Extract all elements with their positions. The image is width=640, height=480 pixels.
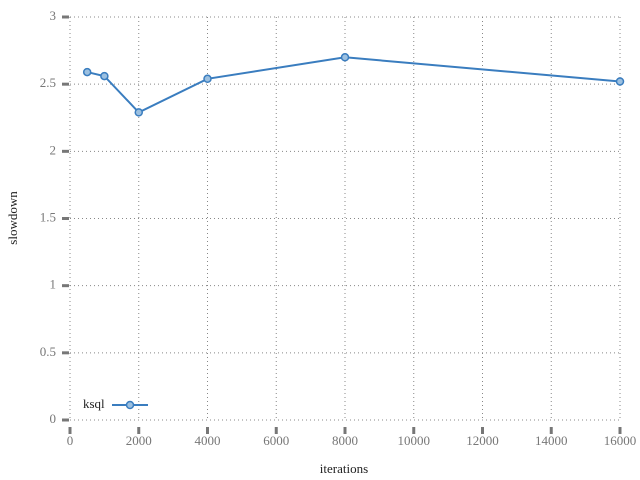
series-line — [86, 56, 621, 114]
legend-label: ksql — [83, 396, 105, 411]
data-point — [203, 74, 212, 84]
x-tick-label: 8000 — [332, 433, 358, 448]
x-tick-label: 2000 — [126, 433, 152, 448]
x-tick-label: 6000 — [263, 433, 289, 448]
legend-marker — [125, 400, 135, 410]
x-tick-label: 16000 — [604, 433, 637, 448]
x-tick-label: 4000 — [195, 433, 221, 448]
data-point — [134, 108, 143, 117]
x-axis-title: iterations — [320, 461, 368, 476]
x-tick-label: 10000 — [398, 433, 431, 448]
y-tick-label: 1.5 — [40, 209, 56, 224]
x-tick-label: 0 — [67, 433, 74, 448]
data-point — [100, 71, 109, 81]
y-tick-label: 0 — [50, 411, 57, 426]
x-tick-label: 14000 — [535, 433, 568, 448]
y-tick-label: 2.5 — [40, 75, 56, 90]
y-tick-label: 3 — [50, 8, 57, 23]
data-point — [340, 53, 350, 62]
data-point — [615, 77, 625, 86]
y-tick-label: 1 — [50, 277, 57, 292]
y-tick-label: 0.5 — [40, 344, 56, 359]
y-tick-label: 2 — [50, 142, 57, 157]
x-tick-label: 12000 — [466, 433, 499, 448]
y-axis-title: slowdown — [5, 191, 20, 245]
data-point — [82, 67, 92, 77]
